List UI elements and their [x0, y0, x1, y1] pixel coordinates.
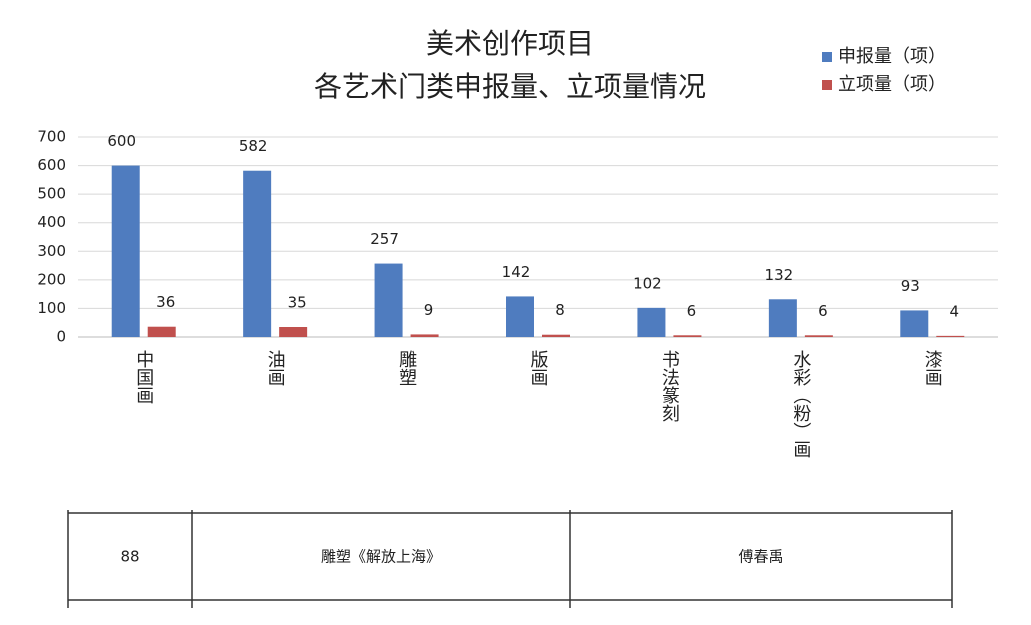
- legend-swatch: [822, 52, 832, 62]
- x-tick-label: 中国画: [133, 350, 154, 404]
- bar: [542, 334, 570, 337]
- bar: [637, 307, 666, 337]
- legend-label: 立项量（项）: [838, 74, 946, 95]
- bar: [111, 165, 140, 337]
- y-tick-label: 700: [37, 128, 66, 146]
- legend-swatch: [822, 80, 832, 90]
- bar: [506, 296, 534, 337]
- bar: [410, 334, 439, 337]
- value-label: 132: [765, 266, 794, 284]
- value-label: 600: [107, 132, 136, 150]
- chart-title: 美术创作项目: [426, 27, 594, 60]
- bar: [936, 335, 965, 337]
- table-cell: 88: [120, 548, 139, 566]
- value-label: 93: [901, 277, 920, 295]
- x-tick-label: 书法篆刻: [659, 350, 680, 423]
- bar: [673, 335, 702, 337]
- value-label: 6: [687, 302, 697, 320]
- value-label: 582: [239, 137, 268, 155]
- bar: [147, 326, 176, 337]
- chart-subtitle: 各艺术门类申报量、立项量情况: [314, 70, 706, 103]
- y-tick-label: 100: [37, 299, 66, 317]
- table-cell: 雕塑《解放上海》: [321, 548, 441, 566]
- bar: [804, 335, 833, 337]
- bar: [374, 263, 403, 337]
- y-tick-label: 600: [37, 156, 66, 174]
- value-label: 35: [288, 294, 307, 312]
- value-label: 257: [370, 230, 399, 248]
- x-tick-label: 油画: [265, 350, 286, 386]
- value-label: 6: [818, 302, 828, 320]
- bar: [243, 170, 272, 337]
- value-label: 102: [633, 274, 662, 292]
- bar: [900, 310, 929, 337]
- legend-label: 申报量（项）: [838, 46, 946, 67]
- y-tick-label: 400: [37, 213, 66, 231]
- value-label: 4: [950, 302, 960, 320]
- value-label: 8: [555, 301, 565, 319]
- x-tick-label: 版画: [528, 350, 549, 386]
- y-tick-label: 300: [37, 242, 66, 260]
- x-tick-label: 雕塑: [396, 350, 417, 386]
- x-tick-label: 漆画: [922, 350, 943, 386]
- value-label: 36: [156, 293, 175, 311]
- y-tick-label: 0: [56, 328, 66, 346]
- x-tick-label: 水彩（粉）画: [790, 350, 811, 458]
- value-label: 142: [502, 263, 531, 281]
- bar: [279, 327, 308, 337]
- table-cell: 傅春禹: [738, 548, 783, 566]
- value-label: 9: [424, 301, 434, 319]
- bar: [768, 299, 797, 337]
- table: 88 雕塑《解放上海》 傅春禹: [67, 510, 953, 608]
- y-tick-label: 200: [37, 270, 66, 288]
- y-tick-label: 500: [37, 185, 66, 203]
